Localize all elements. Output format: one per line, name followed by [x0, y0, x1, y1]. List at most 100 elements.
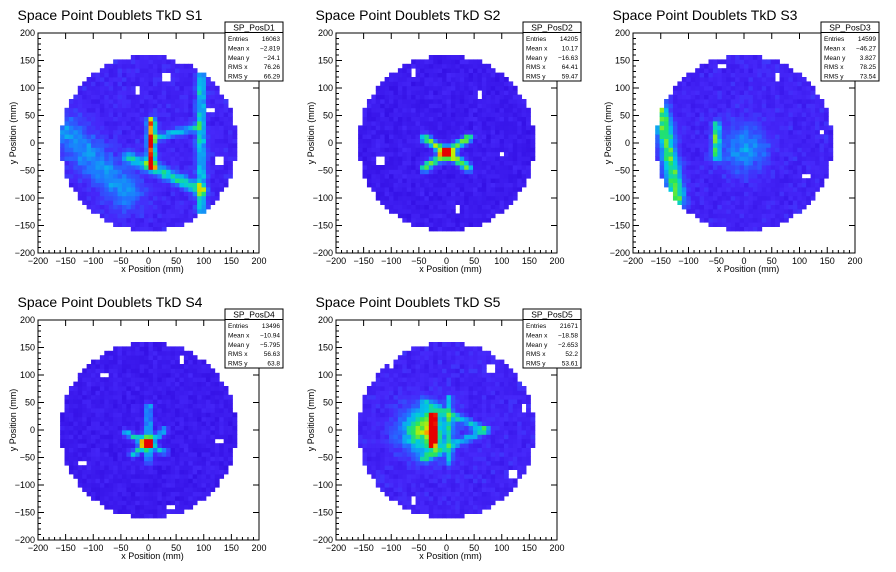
heatmap-cell — [508, 107, 514, 113]
heatmap-cell — [499, 77, 505, 82]
heatmap-cell — [384, 81, 390, 87]
heatmap-cell — [86, 452, 92, 457]
heatmap-cell — [86, 465, 92, 470]
heatmap-cell — [175, 125, 180, 131]
heatmap-cell — [495, 129, 500, 135]
heatmap-cell — [144, 381, 149, 387]
heatmap-cell — [113, 474, 118, 479]
heatmap-cell — [375, 182, 381, 188]
heatmap-cell — [99, 156, 105, 161]
heatmap-cell — [512, 182, 518, 188]
heatmap-cell — [459, 55, 465, 60]
heatmap-cell — [437, 85, 443, 91]
heatmap-cell — [717, 204, 723, 210]
heatmap-cell — [192, 187, 198, 192]
heatmap-cell — [362, 112, 368, 117]
heatmap-cell — [179, 173, 185, 179]
heatmap-cell — [161, 85, 167, 91]
heatmap-cell — [823, 129, 829, 135]
heatmap-cell — [210, 173, 216, 179]
heatmap-cell — [380, 94, 386, 100]
heatmap-cell — [459, 90, 465, 95]
heatmap-cell — [815, 143, 820, 148]
heatmap-cell — [144, 509, 149, 514]
heatmap-cell — [721, 81, 727, 87]
heatmap-cell — [157, 156, 163, 161]
heatmap-cell — [726, 112, 732, 117]
heatmap-cell — [437, 173, 443, 179]
heatmap-cell — [95, 438, 101, 444]
heatmap-cell — [117, 121, 123, 126]
heatmap-cell — [152, 209, 158, 214]
heatmap-cell — [113, 178, 118, 183]
heatmap-cell — [766, 63, 772, 69]
heatmap-cell — [139, 116, 145, 122]
heatmap-cell — [757, 187, 763, 192]
heatmap-cell — [499, 178, 505, 183]
heatmap-cell — [139, 408, 145, 413]
heatmap-cell — [757, 81, 763, 87]
heatmap-cell — [99, 169, 105, 175]
heatmap-cell — [806, 165, 811, 170]
heatmap-cell — [144, 217, 149, 223]
heatmap-cell — [770, 59, 776, 65]
heatmap-cell — [157, 187, 163, 192]
heatmap-cell — [358, 134, 363, 139]
heatmap-cell — [95, 478, 101, 484]
heatmap-cell — [770, 94, 776, 100]
heatmap-cell — [797, 204, 803, 210]
heatmap-cell — [437, 134, 443, 139]
heatmap-cell — [139, 191, 145, 197]
heatmap-cell — [68, 160, 74, 166]
heatmap-cell — [473, 125, 478, 131]
heatmap-cell — [205, 81, 211, 87]
heatmap-cell — [183, 77, 189, 82]
heatmap-cell — [152, 509, 158, 514]
heatmap-cell — [735, 200, 740, 205]
heatmap-cell — [717, 72, 723, 78]
heatmap-cell — [490, 90, 496, 95]
heatmap-cell — [82, 182, 88, 188]
heatmap-cell — [179, 112, 185, 117]
heatmap-cell — [148, 200, 154, 205]
heatmap-cell — [135, 187, 141, 192]
heatmap-cell — [121, 452, 127, 457]
heatmap-cell — [73, 438, 79, 444]
heatmap-cell — [686, 151, 692, 157]
heatmap-cell — [468, 85, 474, 91]
heatmap-cell — [166, 491, 171, 497]
heatmap-cell — [450, 90, 456, 95]
heatmap-cell — [668, 160, 674, 166]
heatmap-cell — [455, 138, 461, 144]
heatmap-cell — [152, 513, 158, 519]
heatmap-cell — [508, 182, 514, 188]
heatmap-cell — [197, 143, 202, 148]
heatmap-cell — [126, 509, 132, 514]
heatmap-cell — [121, 90, 127, 95]
heatmap-cell — [748, 169, 754, 175]
heatmap-cell — [77, 195, 83, 201]
heatmap-cell — [130, 496, 136, 501]
heatmap-cell — [704, 121, 709, 126]
heatmap-cell — [450, 107, 456, 113]
heatmap-cell — [148, 85, 154, 91]
heatmap-cell — [810, 99, 816, 104]
heatmap-cell — [95, 381, 101, 387]
heatmap-cell — [806, 147, 811, 153]
heatmap-cell — [730, 99, 736, 104]
heatmap-cell — [815, 151, 820, 157]
heatmap-cell — [175, 200, 180, 205]
heatmap-cell — [415, 200, 421, 205]
heatmap-cell — [166, 465, 171, 470]
heatmap-cell — [117, 465, 123, 470]
heatmap-cell — [699, 72, 705, 78]
heatmap-cell — [726, 156, 732, 161]
heatmap-cell — [468, 81, 474, 87]
heatmap-cell — [166, 156, 171, 161]
heatmap-cell — [704, 99, 709, 104]
heatmap-cell — [695, 182, 700, 188]
heatmap-cell — [375, 94, 381, 100]
heatmap-cell — [152, 500, 158, 506]
heatmap-cell — [512, 134, 518, 139]
heatmap-cell — [752, 112, 758, 117]
